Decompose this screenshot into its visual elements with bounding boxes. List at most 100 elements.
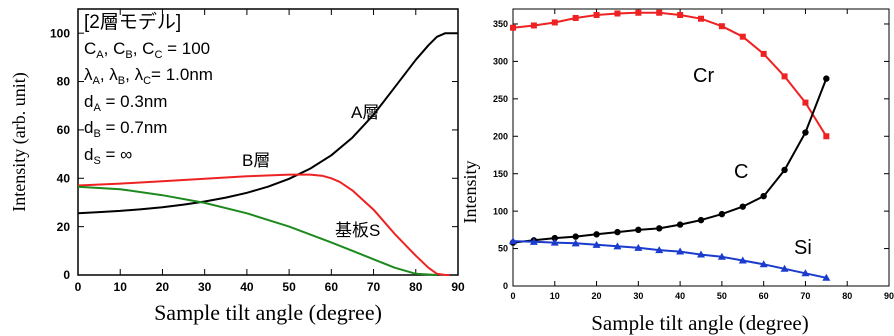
data-point-circle <box>697 216 705 224</box>
data-point-circle <box>676 221 684 228</box>
series-line-1 <box>77 173 450 276</box>
data-point-triangle <box>801 269 810 277</box>
data-point-triangle <box>509 237 517 245</box>
x-tick-label: 90 <box>451 280 465 294</box>
x-tick-label: 90 <box>884 291 894 301</box>
x-tick-label: 20 <box>592 291 602 301</box>
y-tick-label: 100 <box>50 26 70 40</box>
x-tick-label: 60 <box>759 291 769 301</box>
x-tick-label: 10 <box>114 280 128 294</box>
x-tick-label: 40 <box>240 280 254 294</box>
right-series <box>509 9 831 281</box>
data-point-circle <box>656 225 663 232</box>
y-tick-label: 350 <box>493 19 508 29</box>
series-line-2 <box>77 185 437 276</box>
data-point-square <box>781 73 788 80</box>
series-label-Cr: Cr <box>693 65 714 87</box>
data-point-square <box>510 24 516 31</box>
left-x-axis-label: Sample tilt angle (degree) <box>154 300 382 325</box>
data-point-triangle <box>676 247 685 255</box>
data-point-circle <box>572 233 579 240</box>
left-ticks: 0 10 20 30 40 50 60 70 80 90 0 20 40 60 80 100 <box>50 9 465 294</box>
right-y-axis-label: Intensity <box>460 161 480 224</box>
left-chart: 0 10 20 30 40 50 60 70 80 90 0 20 40 60 80 100 Sample t… <box>9 8 465 325</box>
annotation-dA-line: dA = 0.3nm <box>84 92 167 114</box>
data-point-triangle <box>529 237 538 245</box>
data-point-triangle <box>613 242 622 250</box>
x-tick-label: 10 <box>550 291 560 301</box>
x-tick-label: 70 <box>367 280 381 294</box>
data-point-triangle <box>571 239 580 247</box>
y-tick-label: 40 <box>57 171 71 185</box>
y-tick-label: 80 <box>57 75 71 89</box>
x-tick-label: 0 <box>75 280 82 294</box>
right-ticks: 0 10 20 30 40 50 60 70 80 90 0 50 100 150 200 250 300 350 <box>493 9 894 301</box>
data-point-circle <box>635 226 642 234</box>
data-point-triangle <box>780 264 789 272</box>
data-point-square <box>593 11 600 18</box>
data-point-square <box>760 50 767 57</box>
x-tick-label: 30 <box>198 280 212 294</box>
y-tick-label: 20 <box>57 220 71 234</box>
data-point-square <box>530 22 537 29</box>
right-plot-frame <box>512 8 890 287</box>
data-point-triangle <box>759 260 768 268</box>
data-point-triangle <box>697 250 705 258</box>
data-point-circle <box>760 192 767 200</box>
data-point-triangle <box>717 252 726 260</box>
data-point-square <box>823 133 830 140</box>
data-point-square <box>677 11 684 18</box>
left-series <box>77 32 458 276</box>
annotation-dS-line: dS = ∞ <box>84 145 132 167</box>
series-label-C: C <box>734 161 748 183</box>
data-point-square <box>739 33 746 40</box>
y-tick-label: 200 <box>493 131 508 141</box>
data-point-square <box>802 99 809 106</box>
x-tick-label: 80 <box>409 280 423 294</box>
data-point-square <box>551 19 558 26</box>
data-point-triangle <box>738 256 747 264</box>
series-label-Si: Si <box>794 237 812 259</box>
x-tick-label: 70 <box>800 291 810 301</box>
data-point-circle <box>593 231 600 238</box>
data-point-circle <box>802 129 809 136</box>
y-tick-label: 0 <box>63 268 70 282</box>
left-y-axis-label: Intensity (arb. unit) <box>9 72 30 211</box>
y-tick-label: 100 <box>493 206 508 216</box>
annotation-dB-line: dB = 0.7nm <box>84 118 167 140</box>
y-tick-label: 300 <box>493 57 508 67</box>
y-tick-label: 150 <box>493 169 508 179</box>
data-point-square <box>698 15 704 22</box>
data-point-triangle <box>822 273 831 281</box>
data-point-circle <box>823 75 830 82</box>
data-point-circle <box>614 228 621 236</box>
data-point-triangle <box>655 246 664 254</box>
x-tick-label: 30 <box>633 291 643 301</box>
y-tick-label: 60 <box>57 123 71 137</box>
y-tick-label: 0 <box>503 281 508 291</box>
data-point-circle <box>718 210 726 218</box>
left-annotation-box: [2層モデル] CA, CB, CC = 100 λA, λB, λC= 1.0… <box>84 11 213 167</box>
data-point-square <box>614 10 621 17</box>
series-line-1 <box>512 78 828 244</box>
annotation-heading: [2層モデル] <box>84 11 181 33</box>
x-tick-label: 40 <box>675 291 685 301</box>
x-tick-label: 20 <box>156 280 170 294</box>
x-tick-label: 50 <box>282 280 296 294</box>
series-label-A: A層 <box>351 103 379 122</box>
series-label-S: 基板S <box>335 221 380 240</box>
x-tick-label: 50 <box>717 291 727 301</box>
data-point-square <box>635 9 642 16</box>
data-point-circle <box>781 166 788 174</box>
data-point-square <box>656 9 663 16</box>
series-line-2 <box>512 240 827 279</box>
y-tick-label: 250 <box>493 94 508 104</box>
left-plot-frame <box>77 8 459 276</box>
data-point-square <box>572 14 579 21</box>
x-tick-label: 60 <box>325 280 339 294</box>
x-tick-label: 0 <box>510 291 515 301</box>
x-tick-label: 80 <box>842 291 852 301</box>
right-chart: 0 10 20 30 40 50 60 70 80 90 0 50 100 150 200 250 300 350… <box>460 8 894 335</box>
annotation-lambda-line: λA, λB, λC= 1.0nm <box>84 65 213 87</box>
